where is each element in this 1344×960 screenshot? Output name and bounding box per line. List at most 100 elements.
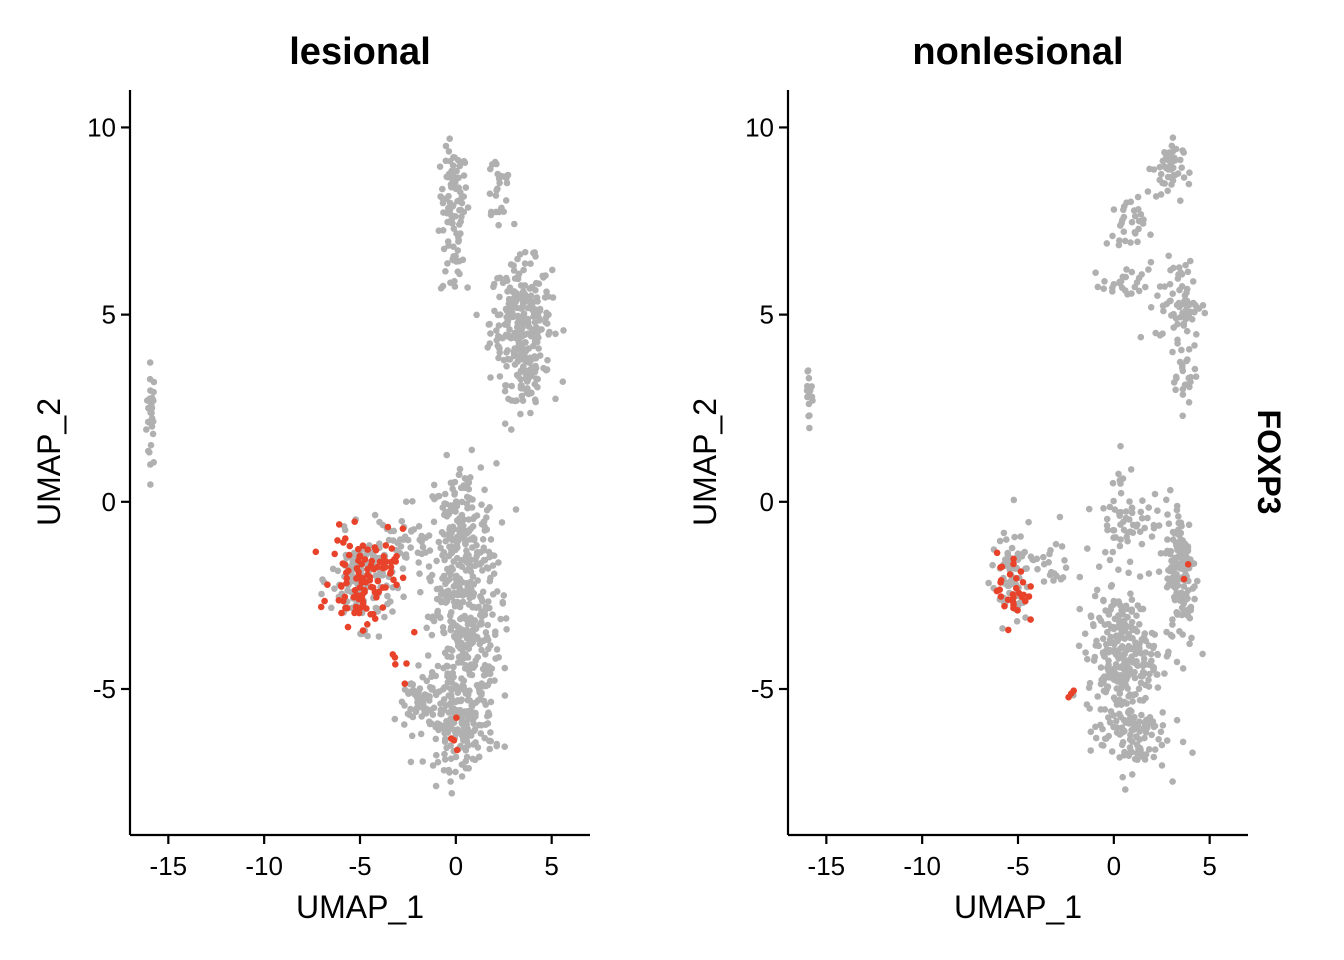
cell-point xyxy=(1161,670,1168,677)
cell-point xyxy=(1094,283,1102,291)
cell-point xyxy=(454,697,462,705)
cell-point xyxy=(1165,566,1172,574)
cell-point xyxy=(490,280,498,288)
cell-point xyxy=(451,277,458,285)
cell-point xyxy=(1163,653,1171,660)
cell-point xyxy=(440,572,448,580)
cell-point xyxy=(447,755,455,762)
cell-point xyxy=(1142,649,1149,656)
cell-point xyxy=(384,600,391,608)
cell-point xyxy=(1022,614,1029,621)
cell-point xyxy=(447,612,454,619)
cell-point xyxy=(455,526,463,533)
cell-point xyxy=(1110,206,1118,213)
cell-point xyxy=(451,283,459,290)
expressing-cell-point xyxy=(364,571,371,579)
cell-point xyxy=(804,368,811,375)
cell-point xyxy=(1169,134,1177,141)
expressing-cell-point xyxy=(370,565,378,573)
cell-point xyxy=(503,363,510,370)
cell-point xyxy=(1118,701,1125,708)
cell-point xyxy=(1195,305,1203,312)
cell-point xyxy=(1000,529,1008,537)
cell-point xyxy=(437,597,445,604)
y-tick-label: -5 xyxy=(93,674,116,704)
expressing-cell-point xyxy=(379,604,387,611)
cell-point xyxy=(1184,612,1192,619)
cell-point xyxy=(532,253,539,260)
cell-point xyxy=(456,515,463,522)
cell-point xyxy=(454,268,462,276)
cell-point xyxy=(417,588,424,596)
cell-point xyxy=(1109,548,1117,556)
cell-point xyxy=(1159,330,1166,338)
cell-point xyxy=(1148,731,1155,739)
expressing-cell-point xyxy=(373,594,380,601)
cell-point xyxy=(493,327,500,334)
cell-point xyxy=(1171,596,1179,604)
cell-point xyxy=(1126,498,1133,505)
cell-point xyxy=(1181,566,1189,574)
cell-point xyxy=(1149,644,1157,652)
cell-point xyxy=(487,729,494,736)
cell-point xyxy=(444,663,452,670)
cell-point xyxy=(429,711,437,718)
cell-point xyxy=(1133,661,1140,668)
cell-point xyxy=(1023,565,1030,572)
x-tick-label: -10 xyxy=(903,851,941,881)
expressing-cell-point xyxy=(364,621,371,628)
panel-lesional: lesional -15 -10 -5 0 5 -5 0 5 10 UMAP_1 UMAP_2 xyxy=(31,31,590,925)
cell-point xyxy=(1085,505,1093,513)
cell-point xyxy=(468,446,476,454)
cell-point xyxy=(450,154,457,161)
cell-point xyxy=(526,354,534,362)
cell-point xyxy=(1124,673,1131,680)
cell-point xyxy=(448,543,455,550)
x-tick-label: 0 xyxy=(1107,851,1121,881)
cell-point xyxy=(416,536,424,544)
cell-point xyxy=(1151,746,1159,753)
cell-point xyxy=(1142,694,1149,702)
cell-point xyxy=(433,751,440,759)
cell-point xyxy=(1075,642,1083,650)
cell-point xyxy=(1141,524,1148,532)
expressing-cell-point xyxy=(1180,575,1188,583)
cell-point xyxy=(413,704,421,712)
cell-point xyxy=(453,622,460,630)
cell-point xyxy=(444,670,451,677)
cell-point xyxy=(381,613,388,621)
cell-point xyxy=(491,677,498,684)
cell-point xyxy=(1150,753,1158,761)
cell-point xyxy=(1158,741,1166,749)
cell-point xyxy=(466,536,474,543)
cell-point xyxy=(1160,307,1167,315)
cell-point xyxy=(1146,670,1153,678)
cell-point xyxy=(450,225,458,232)
x-tick-label: -15 xyxy=(150,851,188,881)
cell-point xyxy=(1087,728,1095,736)
cell-point xyxy=(1058,543,1066,550)
cell-point xyxy=(1136,736,1143,743)
cell-point xyxy=(1117,653,1125,661)
cell-point xyxy=(1144,188,1152,195)
expressing-cell-point xyxy=(453,714,460,721)
cell-point xyxy=(1102,607,1109,614)
cell-point xyxy=(1119,729,1126,736)
cell-point xyxy=(1124,537,1131,545)
cell-point xyxy=(1158,762,1166,769)
cell-point xyxy=(481,527,489,534)
cell-point xyxy=(805,386,813,394)
cell-point xyxy=(1188,634,1195,642)
cell-point xyxy=(1192,373,1200,381)
cell-point xyxy=(503,349,510,356)
cell-point xyxy=(486,577,494,585)
cell-point xyxy=(478,646,485,654)
expressing-cell-point xyxy=(331,550,339,558)
cell-point xyxy=(1131,725,1139,732)
cell-point xyxy=(453,230,460,237)
expressing-cell-point xyxy=(369,584,377,591)
cell-point xyxy=(441,490,449,498)
cell-point xyxy=(1185,346,1193,353)
expressing-cell-point xyxy=(337,582,345,589)
cell-point xyxy=(544,356,551,364)
